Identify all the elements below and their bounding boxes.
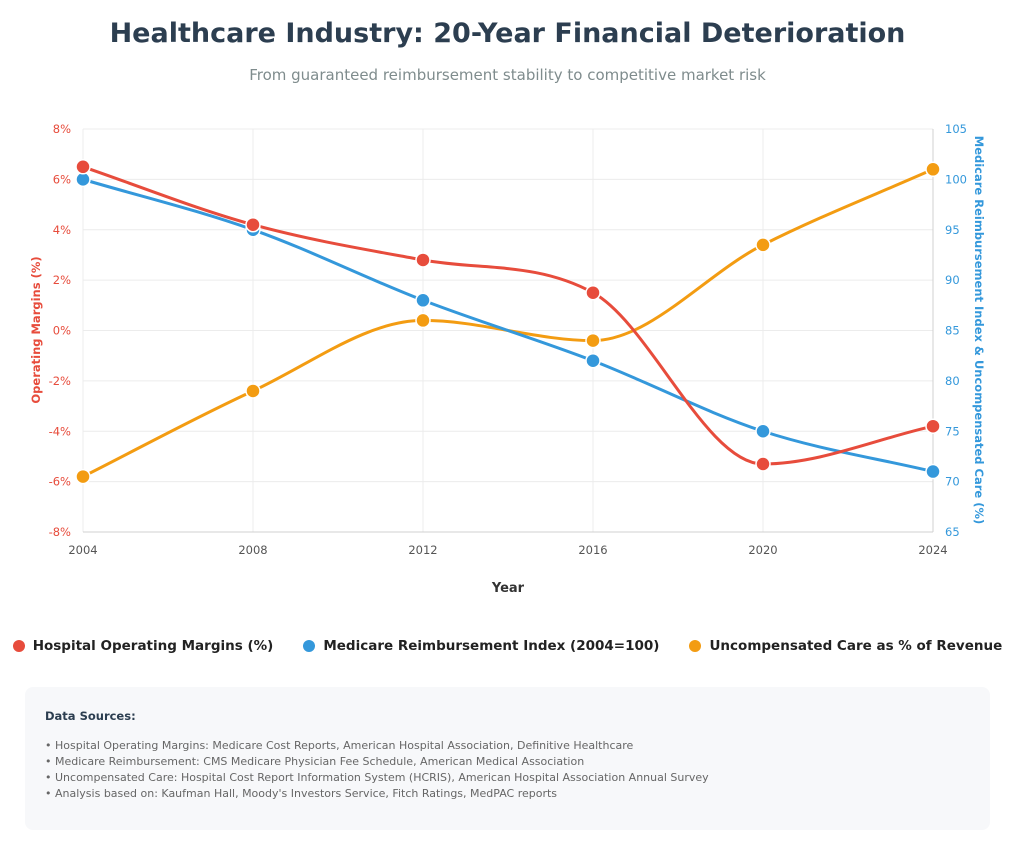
chart-legend: Hospital Operating Margins (%) Medicare R… bbox=[0, 638, 1015, 654]
series-line bbox=[82, 165, 934, 466]
data-point bbox=[925, 463, 941, 480]
data-point bbox=[415, 292, 431, 309]
x-axis-tick-label: 2024 bbox=[918, 543, 947, 557]
right-axis-tick-label: 95 bbox=[945, 223, 960, 237]
right-axis-tick-label: 105 bbox=[945, 122, 967, 136]
line-chart: -8% -6% -4% -2% 0% 2% 4% 6% 8% 65 70 75 80 85 90 95 100 1… bbox=[29, 122, 986, 596]
legend-item: Hospital Operating Margins (%) bbox=[12, 638, 274, 654]
left-axis-tick-label: -8% bbox=[49, 525, 71, 539]
left-axis-title: Operating Margins (%) bbox=[29, 256, 43, 403]
x-axis-title: Year bbox=[491, 581, 525, 596]
left-axis-tick-label: -6% bbox=[49, 475, 71, 489]
chart-subtitle: From guaranteed reimbursement stability … bbox=[249, 66, 766, 84]
series-line bbox=[82, 177, 934, 474]
right-axis-tick-label: 80 bbox=[945, 374, 960, 388]
data-point bbox=[245, 216, 261, 233]
right-axis-tick-label: 65 bbox=[945, 525, 960, 539]
data-source-item: Hospital Operating Margins: Medicare Cos… bbox=[45, 738, 970, 754]
data-point bbox=[245, 383, 261, 399]
left-axis-tick-label: 8% bbox=[53, 122, 71, 136]
right-axis-tick-label: 75 bbox=[945, 424, 960, 438]
x-axis-tick-label: 2008 bbox=[238, 543, 267, 557]
data-point bbox=[585, 284, 601, 301]
legend-label: Hospital Operating Margins (%) bbox=[32, 638, 274, 654]
legend-item: Uncompensated Care as % of Revenue bbox=[689, 638, 1002, 654]
data-source-item: Uncompensated Care: Hospital Cost Report… bbox=[45, 770, 970, 786]
legend-swatch bbox=[303, 640, 316, 652]
data-source-item: Medicare Reimbursement: CMS Medicare Phy… bbox=[45, 754, 970, 770]
data-sources-title: Data Sources: bbox=[45, 709, 136, 723]
legend-swatch bbox=[689, 640, 702, 652]
data-point bbox=[585, 352, 601, 369]
left-axis-tick-label: 2% bbox=[53, 273, 71, 287]
left-axis-tick-label: -2% bbox=[49, 374, 71, 388]
left-axis-tick-label: -4% bbox=[49, 424, 71, 438]
data-point bbox=[75, 159, 91, 175]
data-point bbox=[755, 237, 771, 253]
data-point bbox=[755, 423, 771, 439]
left-axis-tick-label: 6% bbox=[53, 172, 71, 186]
data-point bbox=[415, 252, 431, 268]
x-axis-tick-label: 2016 bbox=[578, 543, 607, 557]
right-axis-title: Medicare Reimbursement Index & Uncompens… bbox=[972, 136, 986, 525]
right-axis-tick-label: 85 bbox=[945, 324, 960, 338]
data-point bbox=[755, 456, 771, 472]
legend-label: Medicare Reimbursement Index (2004=100) bbox=[323, 638, 660, 654]
right-axis-tick-label: 70 bbox=[945, 475, 960, 489]
data-point bbox=[585, 332, 601, 349]
right-axis-tick-label: 90 bbox=[945, 273, 960, 287]
data-point bbox=[415, 312, 431, 329]
left-axis-tick-label: 0% bbox=[53, 324, 71, 338]
chart-title: Healthcare Industry: 20-Year Financial D… bbox=[109, 18, 906, 49]
data-point bbox=[925, 161, 941, 178]
legend-label: Uncompensated Care as % of Revenue bbox=[709, 638, 1003, 654]
x-axis-tick-label: 2012 bbox=[408, 543, 437, 557]
right-axis-tick-label: 100 bbox=[945, 172, 967, 186]
data-sources-panel: Data Sources: Hospital Operating Margins… bbox=[25, 687, 990, 830]
data-point bbox=[75, 468, 91, 485]
legend-item: Medicare Reimbursement Index (2004=100) bbox=[303, 638, 659, 654]
left-axis-tick-label: 4% bbox=[53, 223, 71, 237]
data-point bbox=[925, 418, 941, 434]
legend-swatch bbox=[12, 640, 25, 652]
data-source-item: Analysis based on: Kaufman Hall, Moody's… bbox=[45, 786, 970, 802]
x-axis-tick-label: 2004 bbox=[68, 543, 97, 557]
x-axis-tick-label: 2020 bbox=[748, 543, 777, 557]
data-sources-list: Hospital Operating Margins: Medicare Cos… bbox=[45, 738, 970, 802]
